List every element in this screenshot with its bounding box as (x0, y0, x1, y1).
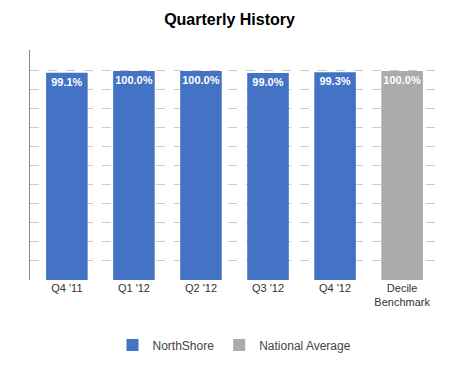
svg-text:NorthShore: NorthShore (153, 339, 215, 353)
svg-text:National Average: National Average (259, 339, 351, 353)
svg-text:DecileBenchmark: DecileBenchmark (374, 282, 430, 308)
svg-text:99.0%: 99.0% (252, 76, 283, 88)
svg-text:100.0%: 100.0% (182, 74, 220, 86)
svg-text:100.0%: 100.0% (383, 74, 421, 86)
svg-text:99.3%: 99.3% (319, 75, 350, 87)
svg-text:Q4 '11: Q4 '11 (51, 282, 82, 294)
svg-text:Q1 '12: Q1 '12 (118, 282, 150, 294)
svg-text:Q4 '12: Q4 '12 (319, 282, 351, 294)
svg-text:Q2 '12: Q2 '12 (185, 282, 217, 294)
svg-text:Quarterly History: Quarterly History (164, 11, 295, 28)
svg-text:99.1%: 99.1% (51, 76, 82, 88)
svg-text:100.0%: 100.0% (115, 74, 153, 86)
svg-text:Q3 '12: Q3 '12 (252, 282, 284, 294)
